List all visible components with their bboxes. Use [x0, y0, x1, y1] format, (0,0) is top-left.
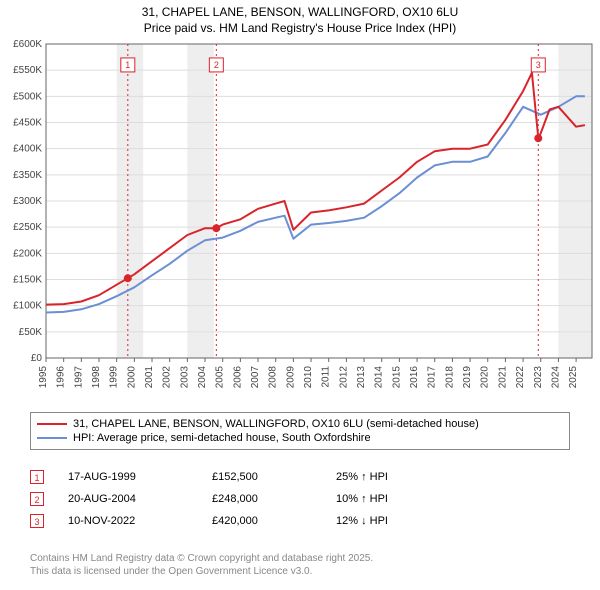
svg-text:2017: 2017: [427, 366, 438, 389]
marker-row: 2 20-AUG-2004 £248,000 10% ↑ HPI: [30, 488, 570, 510]
svg-text:2018: 2018: [444, 366, 455, 389]
legend-swatch-hpi: [37, 437, 67, 439]
legend-label: 31, CHAPEL LANE, BENSON, WALLINGFORD, OX…: [73, 418, 479, 430]
chart-svg: £0 £50K £100K £150K £200K £250K £300K £350K £400…: [0, 40, 600, 400]
svg-text:2006: 2006: [232, 366, 243, 389]
svg-text:£400K: £400K: [13, 144, 42, 155]
marker-price: £152,500: [212, 471, 332, 483]
attribution-line-1: Contains HM Land Registry data © Crown c…: [30, 552, 570, 565]
svg-text:£500K: £500K: [13, 91, 42, 102]
legend-row: HPI: Average price, semi-detached house,…: [37, 431, 563, 445]
markers-table: 1 17-AUG-1999 £152,500 25% ↑ HPI 2 20-AU…: [30, 466, 570, 532]
svg-text:£450K: £450K: [13, 118, 42, 129]
svg-text:£350K: £350K: [13, 170, 42, 181]
svg-text:2023: 2023: [533, 366, 544, 389]
chart-legend: 31, CHAPEL LANE, BENSON, WALLINGFORD, OX…: [30, 412, 570, 450]
svg-text:£250K: £250K: [13, 222, 42, 233]
svg-text:2021: 2021: [497, 366, 508, 389]
svg-text:1998: 1998: [91, 366, 102, 389]
attribution: Contains HM Land Registry data © Crown c…: [30, 552, 570, 578]
marker-change: 10% ↑ HPI: [336, 493, 476, 505]
svg-text:2009: 2009: [285, 366, 296, 389]
svg-text:£100K: £100K: [13, 301, 42, 312]
marker-price: £248,000: [212, 493, 332, 505]
marker-change: 12% ↓ HPI: [336, 515, 476, 527]
svg-text:2004: 2004: [197, 366, 208, 389]
svg-text:£50K: £50K: [19, 327, 43, 338]
title-line-1: 31, CHAPEL LANE, BENSON, WALLINGFORD, OX…: [0, 4, 600, 20]
marker-row: 3 10-NOV-2022 £420,000 12% ↓ HPI: [30, 510, 570, 532]
marker-date: 17-AUG-1999: [48, 471, 208, 483]
svg-text:2005: 2005: [215, 366, 226, 389]
svg-text:2013: 2013: [356, 366, 367, 389]
marker-date: 10-NOV-2022: [48, 515, 208, 527]
marker-row: 1 17-AUG-1999 £152,500 25% ↑ HPI: [30, 466, 570, 488]
svg-text:1: 1: [125, 60, 130, 70]
svg-text:£0: £0: [31, 353, 43, 364]
svg-text:1997: 1997: [73, 366, 84, 389]
legend-label: HPI: Average price, semi-detached house,…: [73, 432, 371, 444]
svg-text:2022: 2022: [515, 366, 526, 389]
marker-change: 25% ↑ HPI: [336, 471, 476, 483]
svg-text:2015: 2015: [391, 366, 402, 389]
svg-text:2011: 2011: [321, 366, 332, 388]
svg-text:1999: 1999: [109, 366, 120, 389]
marker-number-box: 1: [30, 470, 44, 484]
svg-text:2010: 2010: [303, 366, 314, 389]
svg-text:2003: 2003: [179, 366, 190, 389]
svg-text:2000: 2000: [126, 366, 137, 389]
svg-text:2001: 2001: [144, 366, 155, 389]
legend-row: 31, CHAPEL LANE, BENSON, WALLINGFORD, OX…: [37, 417, 563, 431]
svg-text:£150K: £150K: [13, 275, 42, 286]
title-line-2: Price paid vs. HM Land Registry's House …: [0, 20, 600, 36]
marker-price: £420,000: [212, 515, 332, 527]
svg-text:2: 2: [214, 60, 219, 70]
svg-text:2014: 2014: [374, 366, 385, 389]
svg-text:2019: 2019: [462, 366, 473, 389]
legend-swatch-property: [37, 423, 67, 425]
price-chart: £0 £50K £100K £150K £200K £250K £300K £350K £400…: [0, 40, 600, 400]
svg-text:2024: 2024: [550, 366, 561, 389]
chart-title: 31, CHAPEL LANE, BENSON, WALLINGFORD, OX…: [0, 0, 600, 36]
svg-text:1996: 1996: [56, 366, 67, 389]
svg-text:£300K: £300K: [13, 196, 42, 207]
svg-text:1995: 1995: [38, 366, 49, 389]
svg-text:3: 3: [536, 60, 541, 70]
svg-text:2025: 2025: [568, 366, 579, 389]
svg-text:2016: 2016: [409, 366, 420, 389]
svg-text:£550K: £550K: [13, 65, 42, 76]
marker-number-box: 2: [30, 492, 44, 506]
svg-text:2007: 2007: [250, 366, 261, 389]
marker-date: 20-AUG-2004: [48, 493, 208, 505]
attribution-line-2: This data is licensed under the Open Gov…: [30, 565, 570, 578]
svg-text:£200K: £200K: [13, 248, 42, 259]
svg-text:2002: 2002: [162, 366, 173, 389]
svg-text:2020: 2020: [480, 366, 491, 389]
svg-text:2008: 2008: [268, 366, 279, 389]
marker-number-box: 3: [30, 514, 44, 528]
svg-text:£600K: £600K: [13, 40, 42, 50]
svg-text:2012: 2012: [338, 366, 349, 389]
